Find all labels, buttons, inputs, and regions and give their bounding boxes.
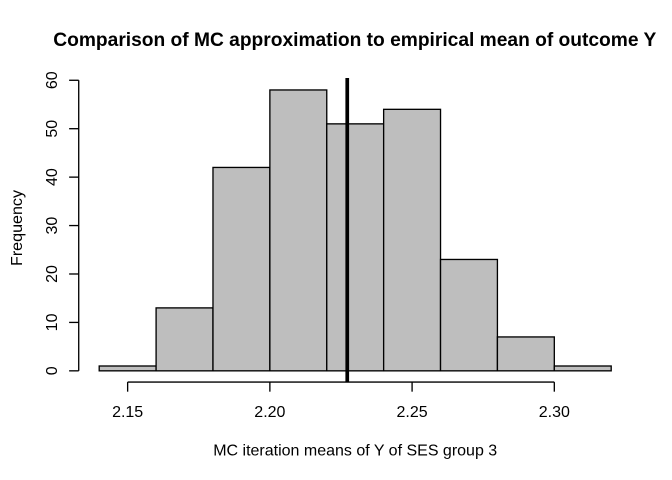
svg-text:2.30: 2.30 xyxy=(539,404,570,421)
svg-text:2.25: 2.25 xyxy=(397,404,428,421)
svg-text:60: 60 xyxy=(44,71,61,89)
svg-text:20: 20 xyxy=(44,265,61,283)
svg-text:30: 30 xyxy=(44,217,61,235)
svg-text:2.15: 2.15 xyxy=(112,404,143,421)
svg-text:0: 0 xyxy=(44,366,61,375)
svg-text:50: 50 xyxy=(44,120,61,138)
svg-text:2.20: 2.20 xyxy=(254,404,285,421)
svg-text:Frequency: Frequency xyxy=(9,190,26,266)
svg-text:40: 40 xyxy=(44,168,61,186)
svg-text:10: 10 xyxy=(44,313,61,331)
svg-text:Comparison of MC approximation: Comparison of MC approximation to empiri… xyxy=(53,30,656,51)
svg-text:MC iteration means of Y of SES: MC iteration means of Y of SES group 3 xyxy=(213,443,497,460)
